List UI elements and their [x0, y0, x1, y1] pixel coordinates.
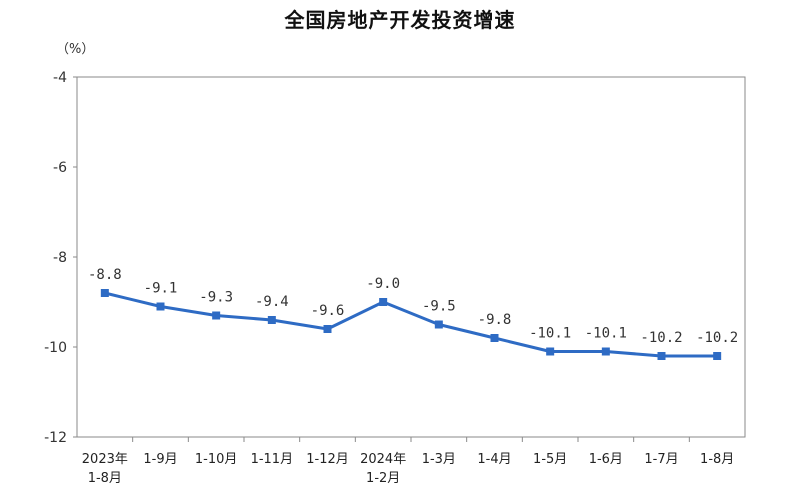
data-point [434, 320, 443, 329]
x-axis-ticks: 2023年 1-8月 1-9月 1-10月 1-11月 1-12月 2024年 1-2月 1-3… [82, 437, 734, 486]
data-label: -9.5 [422, 299, 456, 315]
y-tick-label: -12 [44, 430, 67, 446]
data-label: -9.6 [311, 303, 345, 319]
data-label: -10.2 [696, 330, 738, 346]
data-label: -10.1 [585, 326, 627, 342]
chart-title: 全国房地产开发投资增速 [284, 8, 516, 32]
x-tick-label: 1-9月 [143, 452, 177, 467]
data-label: -10.2 [640, 330, 682, 346]
data-point [379, 298, 388, 306]
x-tick-label: 2024年 1-2月 [360, 452, 406, 486]
data-point [100, 289, 109, 297]
unit-label: （%） [56, 42, 95, 57]
data-point [601, 347, 610, 356]
data-point [156, 302, 165, 311]
y-tick-label: -10 [44, 340, 67, 356]
x-tick-label: 1-8月 [700, 452, 734, 467]
data-label: -10.1 [529, 326, 571, 342]
x-tick-label: 1-5月 [533, 452, 567, 467]
x-tick-label: 1-12月 [306, 452, 349, 467]
data-label: -9.1 [144, 281, 178, 297]
data-point [713, 352, 722, 360]
y-tick-label: -8 [53, 250, 67, 266]
plot-frame [76, 76, 746, 438]
data-label: -9.8 [478, 312, 512, 328]
data-point [657, 352, 666, 360]
series-line [104, 291, 718, 358]
x-tick-label: 1-7月 [644, 452, 678, 467]
data-label: -9.3 [199, 290, 233, 306]
data-point [212, 311, 221, 320]
x-tick-label: 1-10月 [195, 452, 238, 467]
data-labels: -8.8 -9.1 -9.3 -9.4 -9.6 -9.0 -9.5 -9.8 -10.1 -10… [88, 267, 738, 346]
y-tick-label: -4 [53, 70, 67, 86]
data-point [267, 316, 276, 324]
data-label: -8.8 [88, 267, 122, 283]
chart-axes [76, 76, 746, 438]
data-label: -9.0 [366, 276, 400, 292]
series-layer [100, 289, 722, 360]
data-point [490, 334, 499, 342]
y-axis-ticks: -4 -6 -8 -10 -12 [44, 70, 77, 446]
x-tick-label: 1-4月 [477, 452, 511, 467]
data-label: -9.4 [255, 294, 289, 310]
data-point [323, 325, 332, 333]
y-tick-label: -6 [53, 160, 67, 176]
x-tick-label: 1-3月 [422, 452, 456, 467]
x-tick-label: 2023年 1-8月 [82, 452, 128, 486]
x-tick-label: 1-11月 [251, 452, 294, 467]
x-tick-label: 1-6月 [589, 452, 623, 467]
data-point [546, 347, 555, 356]
